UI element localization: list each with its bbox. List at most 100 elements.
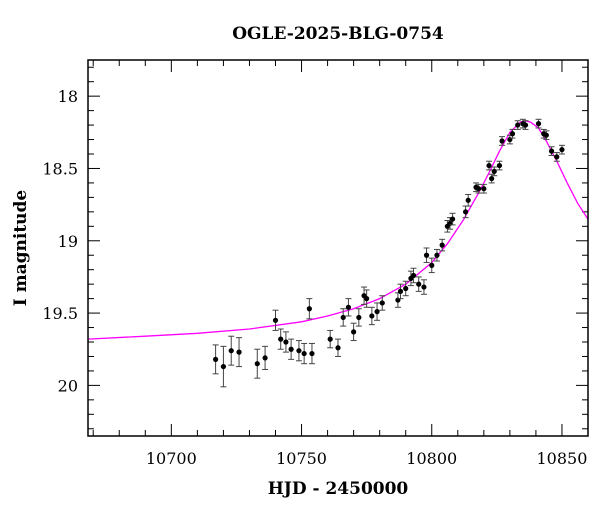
data-point: [475, 183, 482, 194]
data-point: [262, 345, 269, 370]
point-marker: [535, 121, 542, 127]
plot-frame: [87, 59, 589, 437]
point-marker: [489, 175, 495, 182]
point-marker: [288, 346, 294, 352]
point-marker: [499, 138, 505, 144]
point-marker: [345, 304, 352, 310]
data-point: [514, 120, 521, 130]
data-point: [335, 338, 341, 357]
point-marker: [296, 348, 302, 354]
point-marker: [496, 162, 503, 169]
point-marker: [327, 336, 333, 342]
data-point: [350, 322, 357, 342]
point-marker: [522, 122, 529, 128]
point-marker: [491, 168, 497, 174]
point-marker: [410, 272, 417, 279]
point-marker: [429, 262, 435, 268]
data-point: [486, 160, 493, 171]
point-marker: [486, 162, 492, 169]
y-tick-label: 20: [58, 376, 78, 395]
data-point: [236, 337, 243, 368]
point-marker: [340, 314, 346, 321]
data-point: [394, 292, 401, 308]
data-point: [499, 136, 506, 146]
x-tick-label: 10700: [146, 449, 197, 468]
point-marker: [351, 329, 357, 335]
data-point: [277, 328, 284, 350]
tick-labels: 10700 10750 10800 10850 18 18.5 19 19.5 20: [42, 87, 587, 468]
point-marker: [213, 356, 219, 362]
data-point: [420, 279, 427, 295]
data-point: [491, 166, 498, 177]
point-marker: [416, 281, 422, 287]
data-point: [410, 267, 417, 284]
data-point: [220, 345, 227, 388]
point-marker: [481, 186, 487, 192]
data-point: [402, 280, 409, 297]
point-marker: [463, 209, 469, 215]
model-curve: [87, 120, 589, 340]
data-point: [306, 298, 313, 320]
data-point: [327, 329, 334, 349]
point-marker: [283, 339, 289, 345]
data-point: [558, 144, 565, 155]
model-line: [87, 120, 589, 340]
point-marker: [306, 306, 312, 312]
point-marker: [262, 355, 268, 361]
data-point: [379, 295, 386, 311]
point-marker: [434, 252, 440, 258]
axis-ticks: [88, 60, 589, 436]
data-points: [212, 118, 565, 388]
point-marker: [236, 349, 242, 355]
point-marker: [423, 252, 430, 258]
data-point: [535, 118, 542, 129]
x-axis-label: HJD - 2450000: [268, 479, 409, 499]
point-marker: [379, 300, 385, 306]
data-point: [553, 152, 560, 162]
data-point: [345, 298, 352, 317]
point-marker: [301, 350, 307, 357]
data-point: [462, 205, 469, 219]
chart-title: OGLE-2025-BLG-0754: [232, 24, 444, 44]
data-point: [340, 308, 347, 327]
point-marker: [272, 317, 279, 323]
point-marker: [465, 197, 471, 203]
data-point: [548, 146, 555, 156]
data-point: [308, 342, 315, 365]
point-marker: [509, 131, 516, 137]
point-marker: [449, 216, 456, 222]
point-marker: [220, 363, 227, 370]
y-tick-label: 18: [58, 87, 78, 106]
y-tick-label: 19.5: [42, 304, 78, 323]
data-point: [543, 130, 550, 141]
point-marker: [559, 147, 565, 153]
data-point: [374, 302, 381, 321]
data-point: [509, 128, 516, 139]
data-point: [301, 342, 308, 365]
x-tick-label: 10800: [406, 449, 457, 468]
data-point: [228, 335, 235, 366]
data-point: [480, 183, 487, 194]
point-marker: [548, 148, 555, 154]
data-point: [295, 340, 302, 362]
point-marker: [335, 345, 341, 351]
data-point: [488, 173, 495, 184]
point-marker: [356, 314, 362, 321]
plot-area: [87, 118, 589, 388]
data-point: [368, 306, 375, 326]
point-marker: [554, 154, 560, 160]
data-point: [423, 247, 430, 263]
point-marker: [374, 309, 380, 315]
point-marker: [439, 242, 445, 248]
data-point: [355, 308, 362, 327]
point-marker: [543, 132, 549, 138]
y-axis-label: I magnitude: [11, 190, 31, 307]
data-point: [415, 276, 422, 292]
point-marker: [228, 348, 234, 354]
point-marker: [397, 288, 404, 294]
point-marker: [254, 361, 260, 367]
data-point: [282, 331, 289, 353]
data-point: [522, 120, 529, 130]
x-tick-label: 10850: [537, 449, 588, 468]
